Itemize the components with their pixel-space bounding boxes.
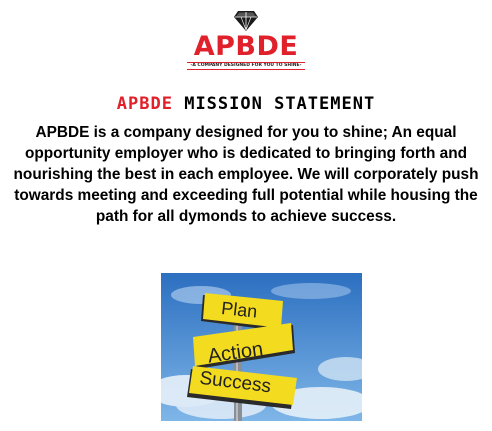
logo-brand-text: APBDE [193,31,299,62]
title-rest: MISSION STATEMENT [172,94,376,114]
page-title: APBDE MISSION STATEMENT [0,94,492,114]
diamond-icon [234,11,258,31]
sign-success: Success [187,366,297,409]
mission-statement-text: APBDE is a company designed for you to s… [13,124,479,225]
title-accent: APBDE [116,94,173,114]
logo-tagline: -A COMPANY DESIGNED FOR YOU TO SHINE- [187,62,305,70]
signpost-image: Plan Action Success [161,273,362,421]
company-logo: APBDE -A COMPANY DESIGNED FOR YOU TO SHI… [0,10,492,70]
sign-plan-label: Plan [220,298,258,322]
sign-plan: Plan [201,293,283,331]
